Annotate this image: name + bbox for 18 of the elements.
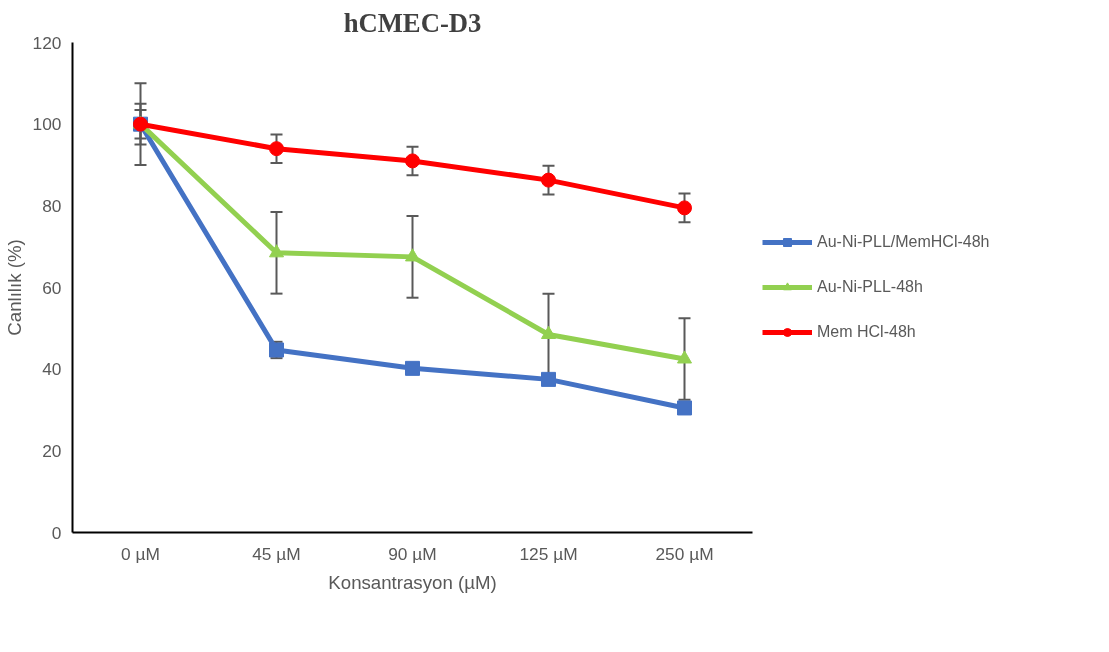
- legend-label: Mem HCl-48h: [817, 323, 916, 341]
- legend-label: Au-Ni-PLL/MemHCl-48h: [817, 233, 990, 251]
- y-tick-label: 80: [42, 195, 62, 216]
- y-tick-label: 0: [51, 522, 62, 543]
- x-tick-label: 0 µM: [121, 543, 160, 564]
- y-tick-label: 20: [42, 440, 62, 461]
- x-tick-label: 250 µM: [655, 543, 714, 564]
- x-axis-title: Konsantrasyon (µM): [328, 571, 497, 593]
- y-tick-label: 40: [42, 359, 62, 380]
- y-tick-label: 60: [42, 277, 62, 298]
- x-tick-label: 125 µM: [519, 543, 578, 564]
- chart-title: hCMEC-D3: [343, 7, 482, 38]
- y-axis-title: Canlılık (%): [3, 239, 25, 336]
- legend-label: Au-Ni-PLL-48h: [817, 278, 923, 296]
- x-tick-label: 45 µM: [252, 543, 301, 564]
- y-tick-label: 120: [32, 32, 62, 53]
- y-tick-label: 100: [32, 114, 62, 135]
- x-tick-label: 90 µM: [388, 543, 437, 564]
